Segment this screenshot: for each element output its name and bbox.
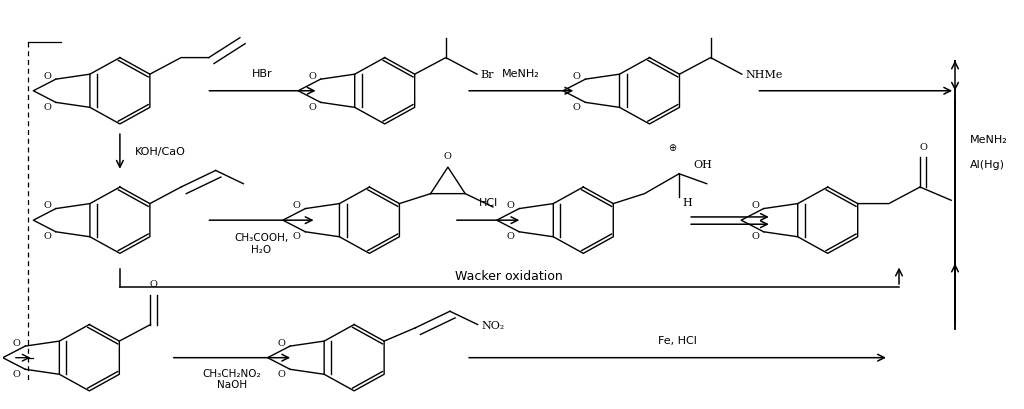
Text: Fe, HCl: Fe, HCl xyxy=(658,335,697,345)
Text: O: O xyxy=(751,200,759,209)
Text: O: O xyxy=(293,232,301,240)
Text: O: O xyxy=(293,200,301,209)
Text: O: O xyxy=(572,72,581,81)
Text: NO₂: NO₂ xyxy=(481,320,505,330)
Text: CH₃COOH,: CH₃COOH, xyxy=(234,233,289,243)
Text: NHMe: NHMe xyxy=(745,70,782,80)
Text: O: O xyxy=(12,369,20,378)
Text: O: O xyxy=(751,232,759,240)
Text: O: O xyxy=(444,152,452,161)
Text: MeNH₂: MeNH₂ xyxy=(503,69,540,79)
Text: O: O xyxy=(920,142,927,151)
Text: KOH/CaO: KOH/CaO xyxy=(135,147,186,157)
Text: O: O xyxy=(278,369,286,378)
Text: ⊕: ⊕ xyxy=(668,143,676,153)
Text: O: O xyxy=(43,103,51,112)
Text: O: O xyxy=(278,338,286,347)
Text: H: H xyxy=(683,198,692,207)
Text: Al(Hg): Al(Hg) xyxy=(971,159,1006,169)
Text: O: O xyxy=(507,200,514,209)
Text: Wacker oxidation: Wacker oxidation xyxy=(455,270,563,282)
Text: O: O xyxy=(43,232,51,240)
Text: NaOH: NaOH xyxy=(217,379,247,389)
Text: O: O xyxy=(507,232,514,240)
Text: CH₃CH₂NO₂: CH₃CH₂NO₂ xyxy=(203,368,261,378)
Text: OH: OH xyxy=(693,160,712,169)
Text: Br: Br xyxy=(480,70,494,80)
Text: H₂O: H₂O xyxy=(252,244,271,254)
Text: O: O xyxy=(150,279,158,288)
Text: O: O xyxy=(12,338,20,347)
Text: O: O xyxy=(43,200,51,209)
Text: HBr: HBr xyxy=(252,69,272,79)
Text: O: O xyxy=(572,103,581,112)
Text: O: O xyxy=(43,72,51,81)
Text: HCl: HCl xyxy=(478,198,498,208)
Text: MeNH₂: MeNH₂ xyxy=(971,135,1008,145)
Text: O: O xyxy=(308,72,316,81)
Text: O: O xyxy=(308,103,316,112)
